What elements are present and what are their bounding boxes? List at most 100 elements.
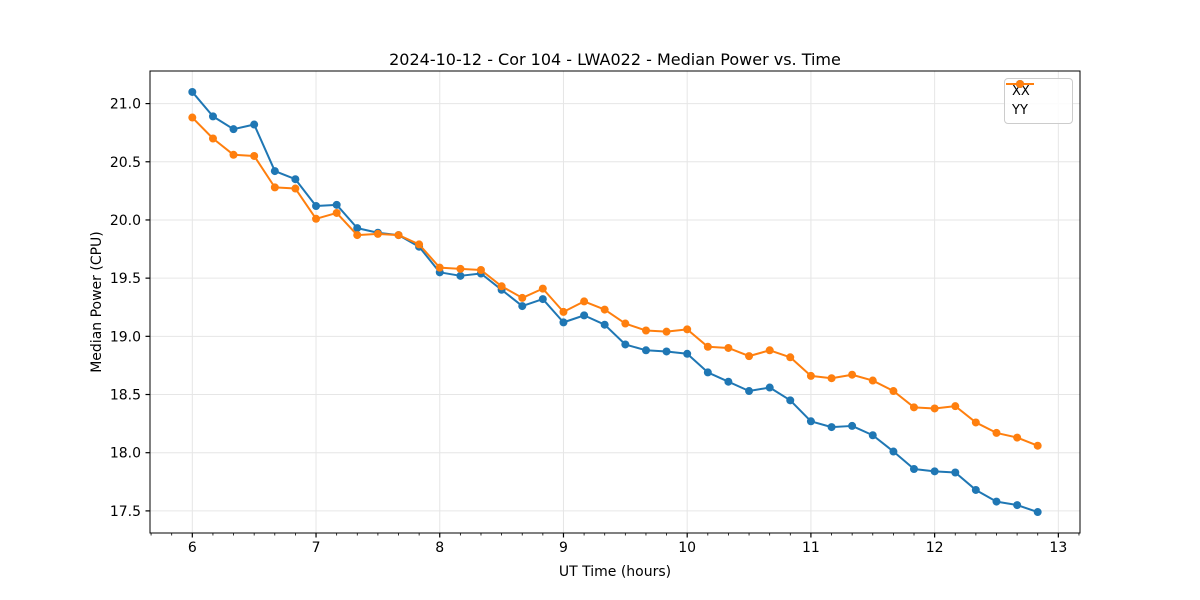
data-point-xx	[188, 87, 197, 96]
data-point-yy	[332, 208, 341, 217]
data-point-yy	[497, 282, 506, 291]
data-point-yy	[909, 403, 918, 412]
data-point-xx	[600, 320, 609, 329]
data-point-yy	[827, 374, 836, 383]
legend-label: XX	[1012, 84, 1030, 100]
legend-entry-yy: YY	[1005, 80, 1072, 118]
x-tick-label: 9	[559, 540, 568, 556]
data-point-xx	[930, 467, 939, 476]
data-point-yy	[621, 319, 630, 328]
axes-spines	[149, 70, 1081, 534]
data-point-yy	[868, 376, 877, 385]
data-point-yy	[312, 214, 321, 223]
y-tick-label: 19.0	[110, 329, 141, 345]
data-point-xx	[1033, 508, 1042, 517]
data-point-yy	[724, 343, 733, 352]
data-point-yy	[641, 326, 650, 335]
data-point-xx	[270, 167, 279, 176]
x-axis-label: UT Time (hours)	[558, 564, 672, 580]
x-tick-label: 10	[678, 540, 696, 556]
data-point-yy	[373, 229, 382, 238]
data-point-yy	[889, 387, 898, 396]
data-point-yy	[559, 307, 568, 316]
data-point-yy	[600, 305, 609, 314]
data-point-yy	[1013, 433, 1022, 442]
data-point-yy	[703, 342, 712, 351]
data-point-yy	[188, 113, 197, 122]
x-tick-label: 12	[926, 540, 944, 556]
data-point-xx	[518, 302, 527, 311]
data-point-yy	[580, 297, 589, 306]
data-point-xx	[291, 175, 300, 184]
data-point-yy	[848, 370, 857, 379]
x-tick-label: 13	[1049, 540, 1067, 556]
x-tick-label: 8	[435, 540, 444, 556]
data-point-yy	[765, 346, 774, 355]
data-point-xx	[250, 120, 259, 129]
data-point-yy	[415, 240, 424, 249]
data-point-yy	[538, 284, 547, 293]
data-point-xx	[208, 112, 217, 121]
data-point-yy	[270, 183, 279, 192]
data-point-yy	[208, 134, 217, 143]
data-point-yy	[435, 263, 444, 272]
data-point-yy	[662, 327, 671, 336]
data-point-xx	[703, 368, 712, 377]
data-point-yy	[229, 150, 238, 159]
data-point-xx	[806, 417, 815, 426]
chart-title: 2024-10-12 - Cor 104 - LWA022 - Median P…	[389, 50, 841, 69]
data-point-xx	[848, 421, 857, 430]
y-tick-label: 17.5	[110, 504, 141, 520]
data-point-xx	[662, 347, 671, 356]
data-point-yy	[786, 353, 795, 362]
data-point-yy	[353, 231, 362, 240]
legend: XX YY	[1004, 78, 1073, 124]
y-tick-label: 20.0	[110, 213, 141, 229]
data-point-yy	[951, 402, 960, 411]
data-point-xx	[827, 423, 836, 432]
data-point-xx	[538, 295, 547, 304]
data-point-xx	[559, 318, 568, 327]
data-point-xx	[456, 271, 465, 280]
data-point-yy	[476, 265, 485, 274]
y-tick-label: 18.0	[110, 446, 141, 462]
data-point-xx	[889, 447, 898, 456]
data-point-yy	[250, 151, 259, 160]
data-point-yy	[1033, 441, 1042, 450]
legend-label: YY	[1012, 102, 1028, 118]
data-point-xx	[786, 396, 795, 405]
legend-line-marker-icon	[1006, 80, 1034, 88]
y-tick-label: 20.5	[110, 155, 141, 171]
data-point-yy	[971, 418, 980, 427]
data-point-xx	[580, 311, 589, 320]
x-tick-label: 7	[312, 540, 321, 556]
y-axis-label: Median Power (CPU)	[89, 231, 105, 373]
data-point-yy	[806, 371, 815, 380]
data-point-xx	[1013, 501, 1022, 510]
data-point-xx	[971, 485, 980, 494]
data-point-xx	[683, 349, 692, 358]
x-tick-label: 11	[802, 540, 820, 556]
series-line-xx	[191, 90, 1039, 514]
data-point-yy	[683, 325, 692, 334]
data-point-yy	[992, 428, 1001, 437]
data-point-xx	[992, 497, 1001, 506]
data-point-xx	[332, 200, 341, 209]
data-point-xx	[229, 125, 238, 134]
y-tick-label: 18.5	[110, 388, 141, 404]
data-point-yy	[291, 184, 300, 193]
data-point-yy	[394, 231, 403, 240]
y-tick-label: 19.5	[110, 271, 141, 287]
data-point-yy	[745, 352, 754, 361]
x-tick-label: 6	[188, 540, 197, 556]
data-point-xx	[312, 201, 321, 210]
data-point-xx	[641, 346, 650, 355]
data-point-xx	[353, 224, 362, 233]
data-point-xx	[745, 387, 754, 396]
data-point-xx	[909, 464, 918, 473]
data-point-xx	[724, 377, 733, 386]
data-point-xx	[621, 340, 630, 349]
y-tick-label: 21.0	[110, 97, 141, 113]
